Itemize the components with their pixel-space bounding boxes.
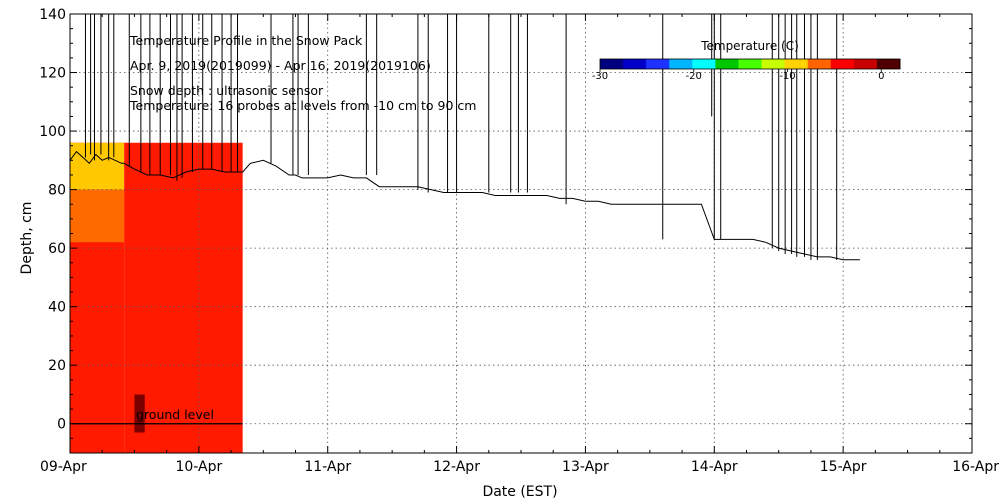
x-tick-label-0: 09-Apr xyxy=(40,459,87,475)
colorbar-tick-label-0: -30 xyxy=(592,71,608,82)
x-tick-label-3: 12-Apr xyxy=(433,459,480,475)
ground-level-label: ground level xyxy=(136,407,214,422)
x-tick-label-2: 11-Apr xyxy=(304,459,351,475)
colorbar-band-12 xyxy=(876,59,901,69)
heatmap-cell-2 xyxy=(70,189,125,243)
annotation-snow-depth: Snow depth : ultrasonic sensor xyxy=(130,83,324,98)
colorbar-band-2 xyxy=(646,59,670,69)
y-axis-title: Depth, cm xyxy=(19,202,35,275)
colorbar-title: Temperature (C) xyxy=(700,39,799,53)
colorbar-band-1 xyxy=(623,59,647,69)
y-tick-label-3: 60 xyxy=(48,241,66,257)
x-axis-title: Date (EST) xyxy=(482,484,557,500)
colorbar-tick-label-3: 0 xyxy=(878,71,884,82)
colorbar-bands xyxy=(600,59,901,69)
chart-title: Temperature Profile in the Snow Pack xyxy=(129,33,363,48)
y-tick-label-0: 0 xyxy=(57,417,66,433)
y-tick-label-6: 120 xyxy=(39,66,66,82)
x-tick-label-1: 10-Apr xyxy=(175,459,222,475)
x-tick-label-4: 13-Apr xyxy=(562,459,609,475)
y-tick-label-7: 140 xyxy=(39,7,66,23)
x-tick-label-6: 15-Apr xyxy=(820,459,867,475)
x-tick-label-5: 14-Apr xyxy=(691,459,738,475)
colorbar-band-8 xyxy=(784,59,809,69)
chart-subtitle: Apr. 9, 2019(2019099) - Apr 16, 2019(201… xyxy=(130,58,431,73)
x-tick-label-7: 16-Apr xyxy=(952,459,999,475)
colorbar-tick-label-1: -20 xyxy=(686,71,702,82)
snow-depth-line xyxy=(69,150,860,261)
y-tick-label-2: 40 xyxy=(48,300,66,316)
axis-ticks: 09-Apr 10-Apr 11-Apr 12-Apr 13-Apr 14-Apr 15-A… xyxy=(39,7,999,475)
y-tick-label-1: 20 xyxy=(48,358,66,374)
colorbar-band-4 xyxy=(692,59,716,69)
colorbar-band-3 xyxy=(669,59,693,69)
heatmap-cell-3 xyxy=(70,142,125,190)
snow-depth-series xyxy=(69,14,860,261)
colorbar-band-0 xyxy=(600,59,624,69)
colorbar-tick-label-2: -10 xyxy=(779,71,795,82)
heatmap-cell-4 xyxy=(134,394,145,433)
annotation-temperature-probes: Temperature: 16 probes at levels from -1… xyxy=(129,98,476,113)
colorbar-band-10 xyxy=(830,59,855,69)
colorbar-frame xyxy=(599,58,901,70)
colorbar-band-7 xyxy=(761,59,786,69)
colorbar-band-9 xyxy=(807,59,832,69)
y-tick-label-4: 80 xyxy=(48,183,66,199)
y-tick-label-5: 100 xyxy=(39,124,66,140)
colorbar-band-11 xyxy=(853,59,878,69)
colorbar-band-5 xyxy=(715,59,739,69)
colorbar-band-6 xyxy=(738,59,763,69)
temperature-colorbar: Temperature (C) -30 -20 -10 0 xyxy=(592,39,901,82)
temperature-heatmap xyxy=(70,142,243,454)
colorbar-ticks: -30 -20 -10 0 xyxy=(592,69,884,82)
